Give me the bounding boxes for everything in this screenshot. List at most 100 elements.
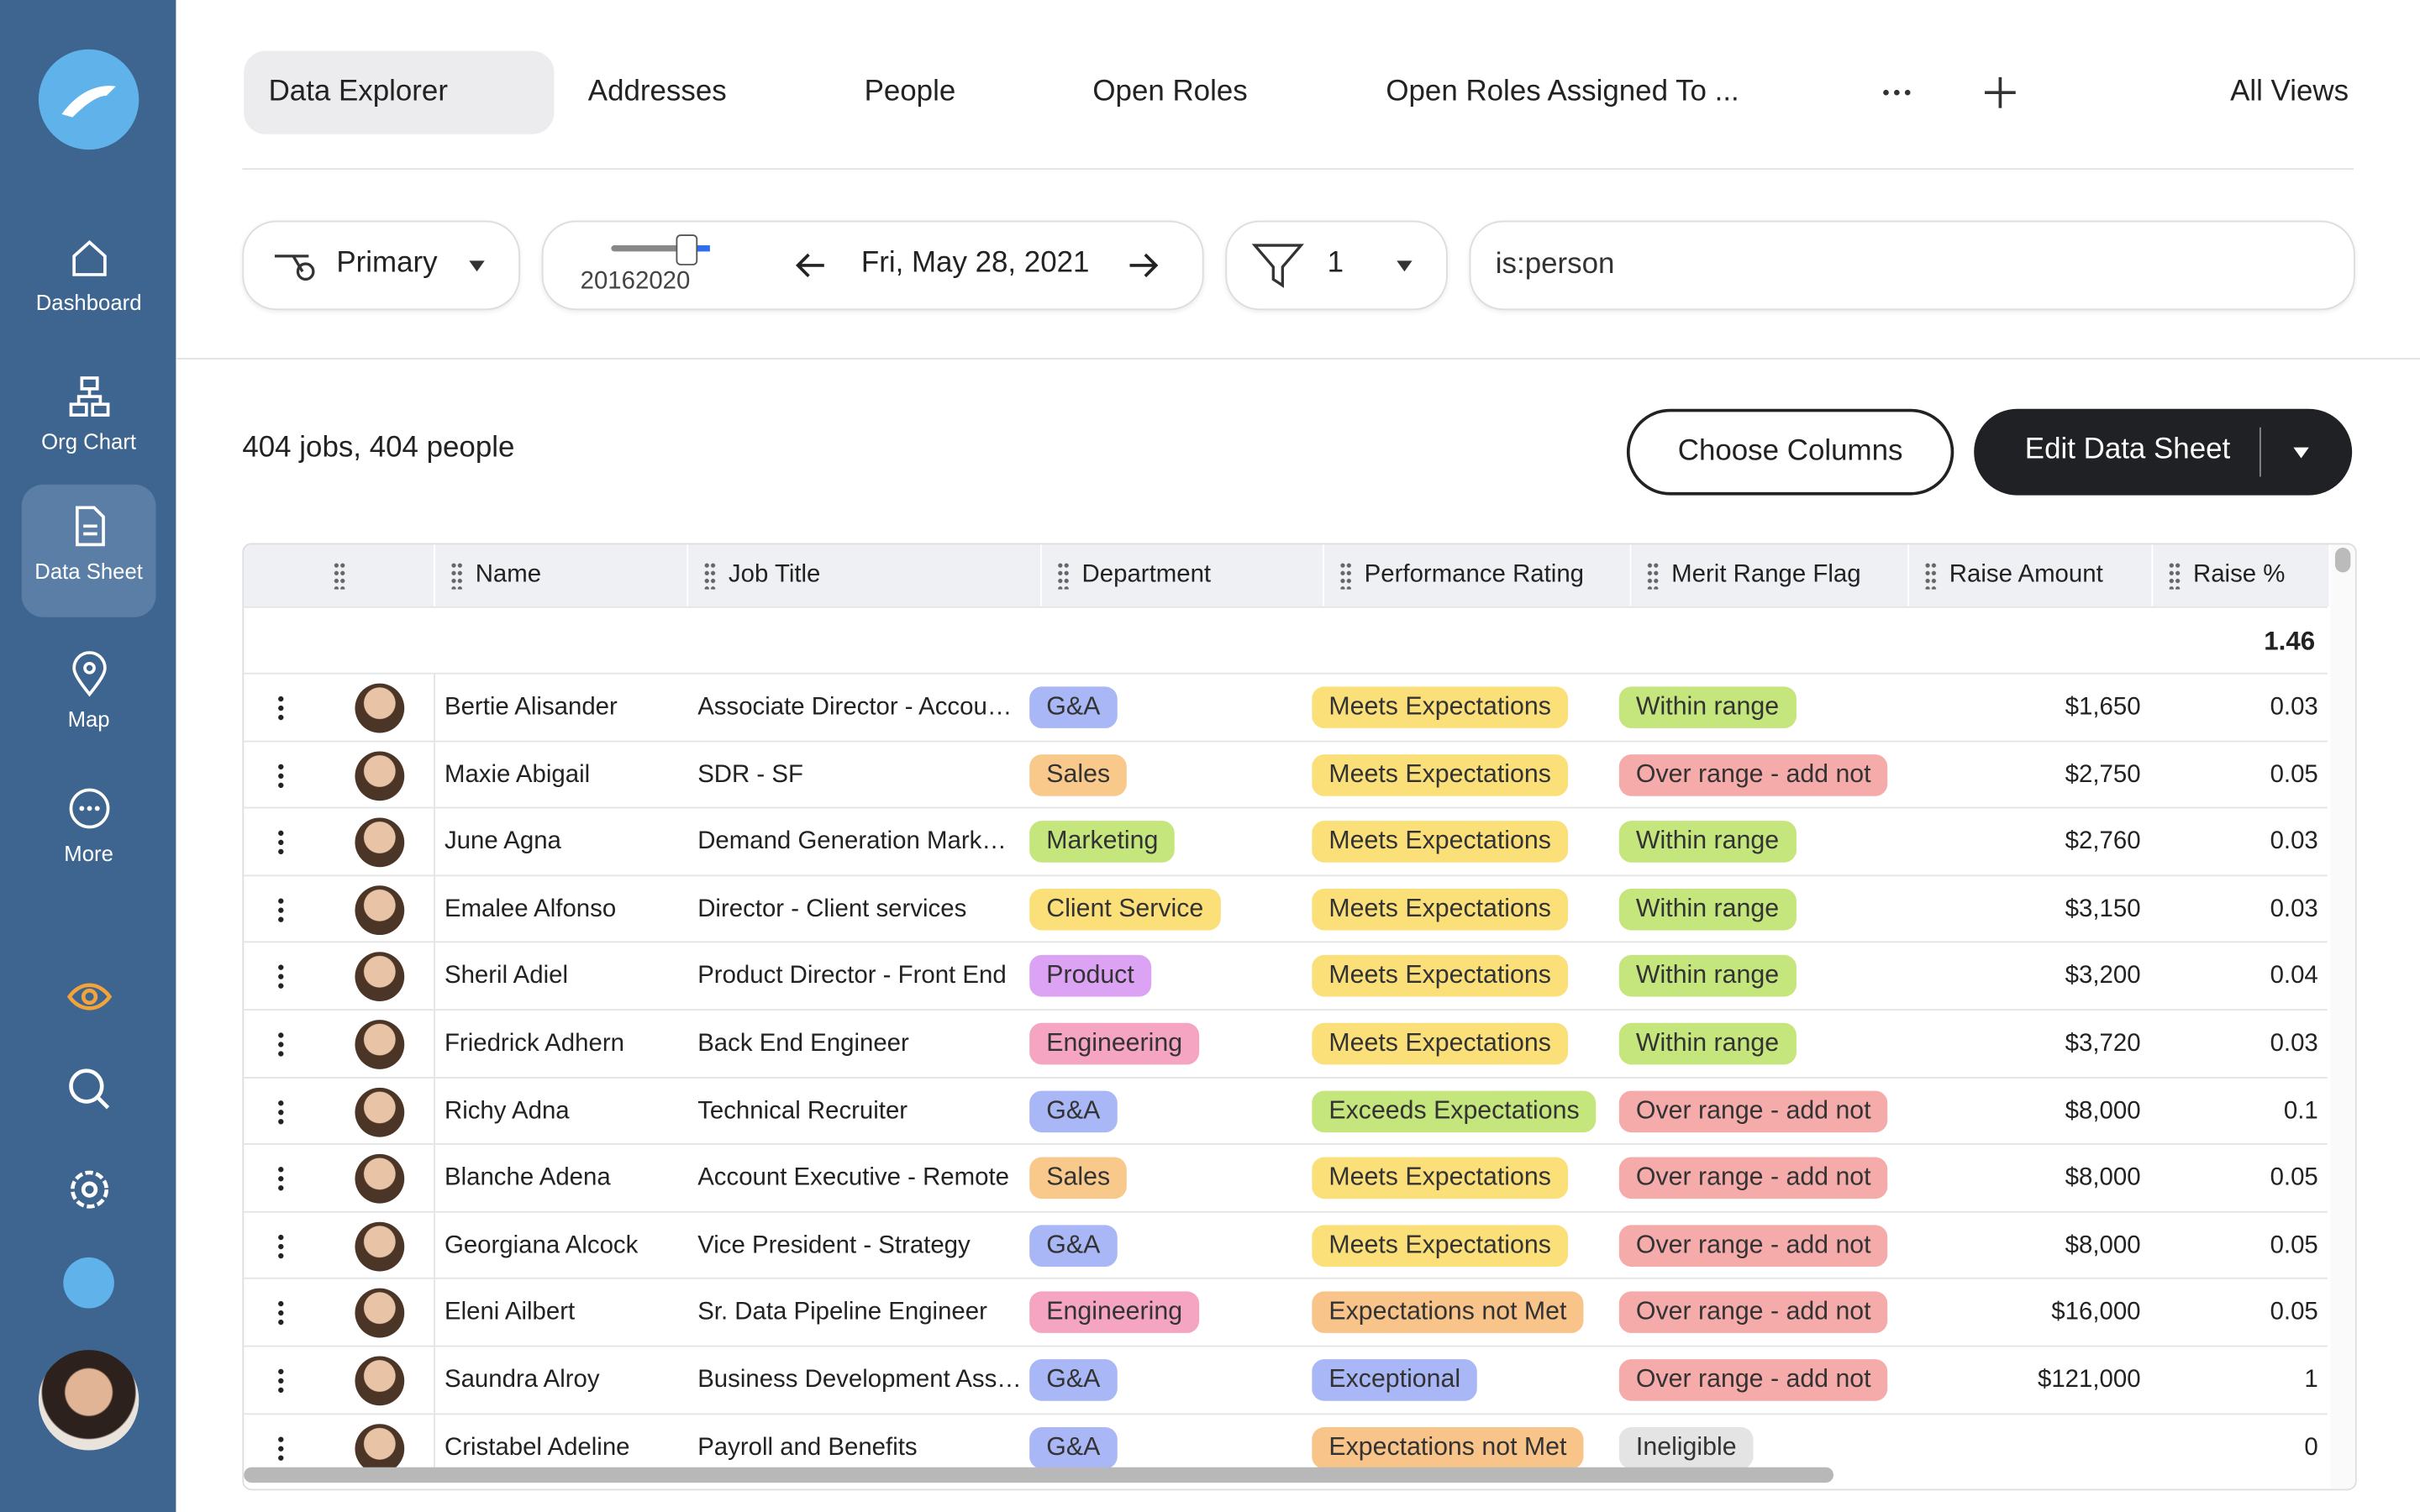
table-row: Georgiana Alcock Vice President - Strateg…	[244, 1210, 2328, 1279]
nav-map[interactable]: Map	[22, 633, 156, 765]
nav-label: Data Sheet	[34, 558, 143, 584]
view-label: Primary	[336, 246, 438, 280]
tag: G&A	[1029, 686, 1118, 728]
tab[interactable]: Open Roles Assigned To ...	[1386, 75, 1739, 108]
cell: Director - Client services	[697, 895, 967, 922]
nav-label: More	[64, 841, 113, 866]
tag: Client Service	[1029, 888, 1221, 931]
row-menu[interactable]	[277, 1030, 284, 1058]
row-menu[interactable]	[277, 1165, 284, 1192]
search-box[interactable]: is:person	[1469, 220, 2355, 311]
tag: Meets Expectations	[1312, 753, 1569, 796]
cell: G&A	[1029, 1212, 1302, 1278]
cell: Meets Expectations	[1312, 742, 1609, 808]
cell: June Agna	[444, 828, 561, 855]
row-menu[interactable]	[277, 1098, 284, 1125]
cell: Within range	[1618, 1011, 1888, 1077]
cell: Vice President - Strategy	[697, 1232, 971, 1259]
nav-more[interactable]: More	[22, 767, 156, 900]
header-cell[interactable]: Raise %	[2153, 544, 2331, 606]
nav-data-sheet[interactable]: Data Sheet	[21, 484, 156, 617]
cell: 0	[2304, 1434, 2318, 1461]
cell: G&A	[1029, 675, 1302, 741]
tag: Expectations not Met	[1312, 1426, 1584, 1468]
cell: Meets Expectations	[1312, 1145, 1609, 1211]
edit-dropdown[interactable]	[2292, 444, 2311, 459]
table-row: Emalee Alfonso Director - Client services…	[244, 874, 2328, 942]
app-logo[interactable]	[63, 1257, 114, 1309]
cell: Meets Expectations	[1312, 943, 1609, 1010]
header-cell[interactable]: Job Title	[688, 544, 1042, 606]
header-cell[interactable]: Performance Rating	[1324, 544, 1632, 606]
row-menu[interactable]	[277, 828, 284, 855]
cell: Over range - add not	[1618, 1145, 1888, 1211]
cell: Bertie Alisander	[444, 694, 618, 721]
header-cell[interactable]: Raise Amount	[1909, 544, 2154, 606]
cell: $121,000	[2037, 1367, 2141, 1394]
cell: Sales	[1029, 742, 1302, 808]
header-cell[interactable]: Name	[435, 544, 689, 606]
settings-icon[interactable]	[65, 1165, 114, 1215]
tag: Exceeds Expectations	[1312, 1089, 1597, 1132]
cell: Engineering	[1029, 1011, 1302, 1077]
cell: Eleni Ailbert	[444, 1299, 576, 1326]
header-cell	[244, 544, 435, 606]
h-scrollbar[interactable]	[244, 1467, 1834, 1483]
slider-label: 20162020	[580, 268, 691, 295]
logo[interactable]	[38, 49, 139, 150]
tag: G&A	[1029, 1224, 1118, 1267]
all-views[interactable]: All Views	[2230, 75, 2349, 108]
cell: Meets Expectations	[1312, 809, 1609, 875]
prev-date[interactable]	[793, 250, 827, 281]
cell: Maxie Abigail	[444, 761, 591, 788]
tab[interactable]: People	[864, 75, 956, 108]
cell: Over range - add not	[1618, 742, 1888, 808]
tag: Within range	[1618, 888, 1797, 931]
row-menu[interactable]	[277, 761, 284, 788]
nav-org-chart[interactable]: Org Chart	[22, 354, 156, 487]
cell-divider	[434, 674, 435, 741]
header-cell[interactable]: Merit Range Flag	[1631, 544, 1910, 606]
view-select[interactable]: Primary	[242, 220, 520, 311]
row-menu[interactable]	[277, 1434, 284, 1461]
table-row: Blanche Adena Account Executive - Remote S…	[244, 1143, 2328, 1212]
tab[interactable]: Open Roles	[1092, 75, 1248, 108]
cell: Client Service	[1029, 876, 1302, 942]
row-menu[interactable]	[277, 694, 284, 721]
next-date[interactable]	[1127, 250, 1160, 281]
more-tabs[interactable]	[1880, 77, 1917, 108]
search-icon[interactable]	[65, 1064, 114, 1114]
cell: Within range	[1618, 809, 1888, 875]
tab[interactable]: Data Explorer	[268, 75, 448, 108]
edit-button: Edit Data Sheet	[1974, 408, 2353, 496]
table-row: Sheril Adiel Product Director - Front End…	[244, 942, 2328, 1010]
tag: Product	[1029, 955, 1151, 998]
edit-label[interactable]: Edit Data Sheet	[2024, 433, 2231, 466]
cell: Over range - add not	[1618, 1279, 1888, 1346]
eye-icon[interactable]	[65, 972, 114, 1021]
cell: 0.03	[2270, 1030, 2318, 1058]
cell: 0.05	[2270, 761, 2318, 788]
data-table: Name Job Title Department Performance Ratin…	[242, 543, 2357, 1491]
row-menu[interactable]	[277, 1299, 284, 1326]
row-menu[interactable]	[277, 1232, 284, 1259]
tab[interactable]: Addresses	[587, 75, 727, 108]
add-tab[interactable]	[1981, 74, 2018, 111]
cell: Cristabel Adeline	[444, 1434, 630, 1461]
choose-columns-button[interactable]: Choose Columns	[1626, 408, 1954, 496]
cell: Account Executive - Remote	[697, 1165, 1009, 1192]
row-menu[interactable]	[277, 963, 284, 990]
cell: SDR - SF	[697, 761, 803, 788]
nav-dashboard[interactable]: Dashboard	[22, 216, 156, 349]
filter-button[interactable]: 1	[1225, 220, 1448, 311]
cell: Exceptional	[1312, 1347, 1609, 1413]
header-cell[interactable]: Department	[1042, 544, 1324, 606]
cell: Sheril Adiel	[444, 963, 569, 990]
user-avatar[interactable]	[38, 1350, 139, 1451]
row-menu[interactable]	[277, 1367, 284, 1394]
date-control: 20162020 Fri, May 28, 2021	[541, 220, 1204, 311]
slider-handle[interactable]	[676, 234, 698, 265]
cell: Georgiana Alcock	[444, 1232, 639, 1259]
row-menu[interactable]	[277, 895, 284, 922]
